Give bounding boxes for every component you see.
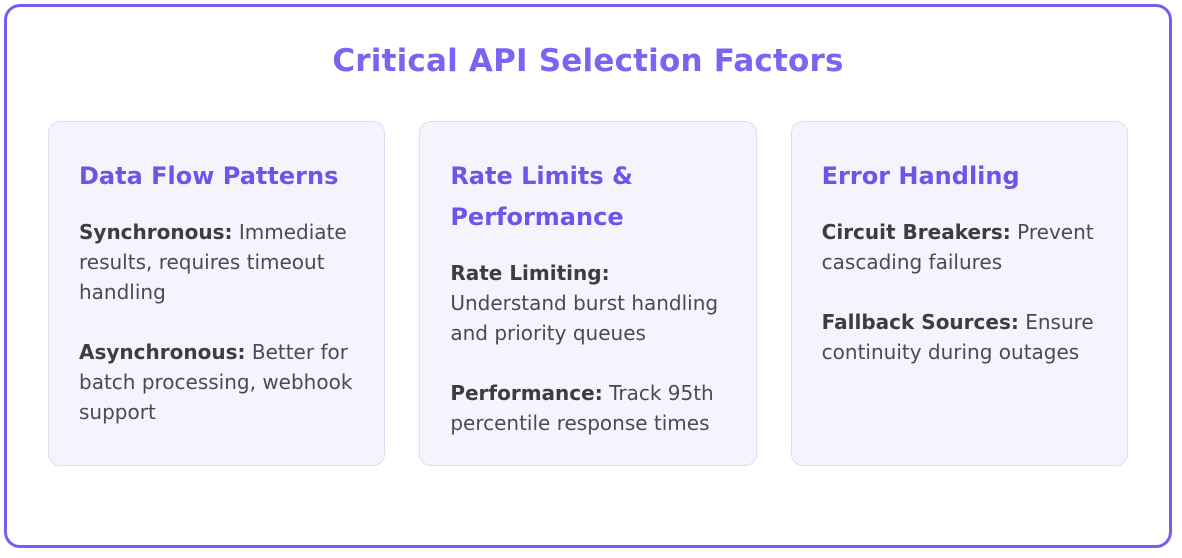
card-item: Performance: Track 95th percentile respo… [450, 378, 725, 438]
card-item: Fallback Sources: Ensure continuity duri… [822, 307, 1097, 367]
item-label: Performance: [450, 380, 603, 405]
cards-row: Data Flow Patterns Synchronous: Immediat… [48, 121, 1128, 466]
item-text: Immediate results, requires timeout hand… [79, 219, 347, 304]
item-label: Synchronous: [79, 219, 233, 244]
content-frame: Critical API Selection Factors Data Flow… [4, 4, 1172, 548]
card-item: Rate Limiting: Understand burst handling… [450, 258, 725, 348]
item-text: Better for batch processing, webhook sup… [79, 339, 353, 424]
card-heading: Rate Limits & Performance [450, 162, 633, 231]
item-text: Ensure continuity during outages [821, 309, 1094, 364]
card-rate-limits-performance: Rate Limits & Performance Rate Limiting:… [419, 121, 757, 466]
card-heading: Data Flow Patterns [79, 162, 339, 190]
card-error-handling: Error Handling Circuit Breakers: Prevent… [790, 121, 1128, 466]
card-item: Asynchronous: Better for batch processin… [79, 337, 354, 427]
item-label: Asynchronous: [79, 339, 246, 364]
item-label: Fallback Sources: [821, 309, 1019, 334]
page-title: Critical API Selection Factors [332, 43, 844, 79]
card-heading: Error Handling [821, 162, 1020, 190]
item-label: Rate Limiting: [450, 260, 610, 285]
card-item: Synchronous: Immediate results, requires… [79, 217, 354, 307]
item-text: Track 95th percentile response times [450, 380, 714, 435]
item-label: Circuit Breakers: [821, 219, 1011, 244]
item-text: Understand burst handling and priority q… [450, 290, 719, 345]
card-data-flow-patterns: Data Flow Patterns Synchronous: Immediat… [48, 121, 386, 466]
item-text: Prevent cascading failures [821, 219, 1094, 274]
card-item: Circuit Breakers: Prevent cascading fail… [822, 217, 1097, 277]
